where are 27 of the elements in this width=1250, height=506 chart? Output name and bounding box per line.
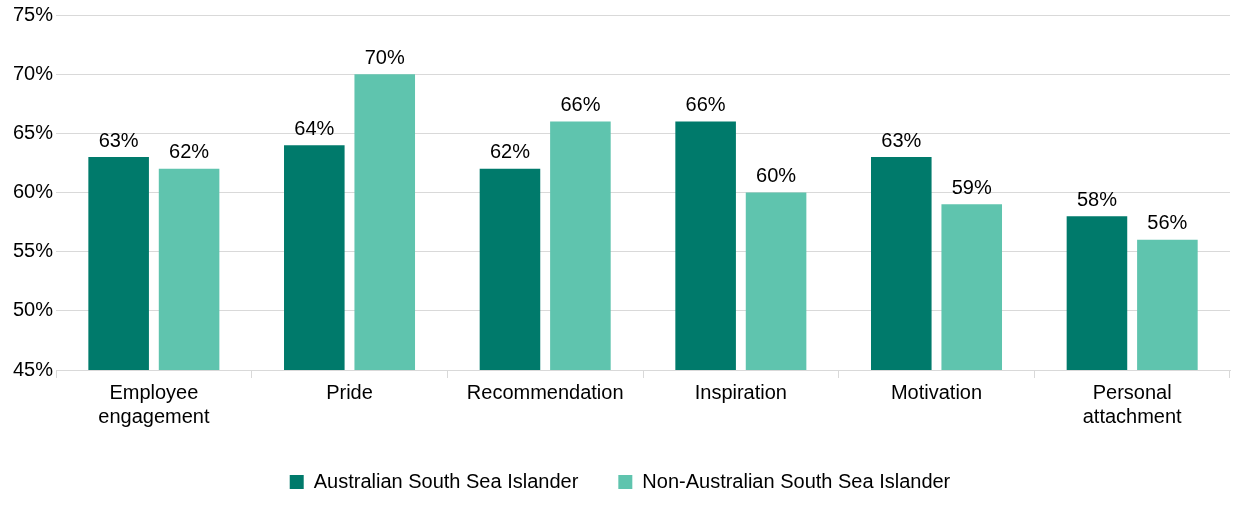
y-tick-label: 55%: [13, 239, 54, 262]
data-label: 56%: [1147, 211, 1188, 234]
data-label: 59%: [951, 175, 992, 198]
data-label: 58%: [1076, 187, 1118, 210]
y-tick-label: 50%: [13, 298, 54, 321]
data-label: 62%: [169, 140, 210, 163]
data-label: 70%: [364, 45, 405, 68]
data-label: 63%: [881, 128, 922, 151]
y-tick-label: 70%: [13, 61, 54, 84]
data-label: 66%: [685, 93, 726, 116]
y-tick-label: 60%: [13, 180, 54, 203]
x-tick-label: Personal attachment: [1082, 380, 1183, 427]
y-tick-label: 65%: [13, 120, 54, 143]
y-tick-label: 75%: [13, 2, 54, 25]
y-tick-label: 45%: [13, 357, 54, 380]
legend-label: Australian South Sea Islander: [313, 469, 579, 492]
legend-label: Non-Australian South Sea Islander: [642, 469, 951, 492]
x-tick-label: Employee engagement: [98, 380, 210, 427]
data-label: 66%: [560, 93, 601, 116]
data-label: 64%: [294, 116, 335, 139]
data-label: 63%: [98, 128, 139, 151]
x-tick-label: Motivation: [890, 380, 983, 403]
x-tick-label: Pride: [326, 380, 373, 403]
x-tick-label: Recommendation: [466, 380, 624, 403]
data-label: 60%: [756, 164, 797, 187]
data-label: 62%: [489, 140, 531, 163]
x-tick-label: Inspiration: [694, 380, 787, 403]
